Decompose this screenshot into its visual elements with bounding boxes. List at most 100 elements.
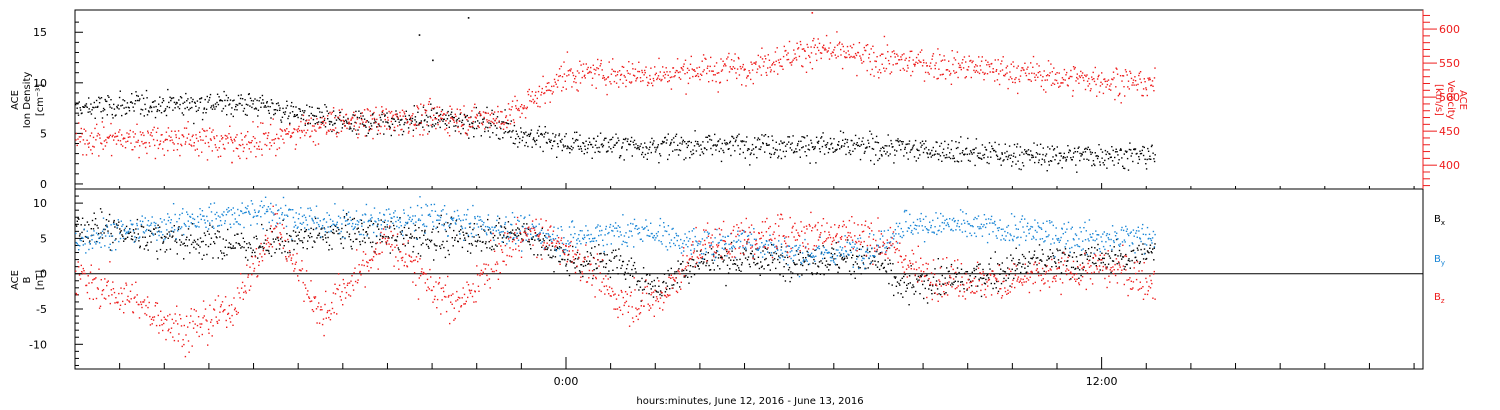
data-point [1052,82,1054,84]
data-point [817,142,819,144]
data-point [227,211,229,213]
data-point [779,149,781,151]
data-point [346,122,348,124]
data-point [993,149,995,152]
data-point [412,245,415,248]
data-point [846,257,848,259]
data-point [545,131,547,134]
data-point [918,59,920,62]
data-point [395,110,397,112]
data-point [720,58,722,60]
data-point [487,218,489,221]
data-point [458,117,460,120]
data-point [245,249,247,252]
data-point [890,71,893,73]
data-point [198,226,200,228]
data-point [1052,156,1054,158]
data-point [937,77,939,80]
data-point [687,82,690,85]
data-point [649,141,652,143]
data-point [763,268,765,270]
data-point [267,132,270,134]
data-point [184,224,186,226]
data-point [643,288,645,291]
data-point [533,254,535,256]
data-point [254,251,256,254]
data-point [125,141,127,143]
data-point [489,136,491,138]
data-point [299,137,302,139]
data-point [621,65,623,68]
data-point [529,132,532,134]
data-point [199,246,201,248]
data-point [826,51,828,53]
data-point [956,160,958,162]
data-point [934,67,936,70]
data-point [677,144,679,146]
data-point [527,240,529,243]
data-point [518,228,520,230]
data-point [1122,167,1125,169]
data-point [1150,251,1152,253]
data-point [317,217,319,219]
data-point [736,68,739,70]
data-point [803,48,805,50]
data-point [1001,69,1004,71]
data-point [94,241,96,243]
data-point [360,233,362,236]
data-point [693,69,695,71]
data-point [1086,80,1089,82]
data-point [1153,160,1156,163]
data-point [92,228,95,230]
data-point [373,207,376,209]
data-point [411,115,413,117]
data-point [622,82,624,84]
data-point [654,151,657,153]
data-point [661,140,664,143]
data-point [347,117,349,120]
data-point [212,104,215,106]
data-point [192,241,194,244]
data-point [290,105,292,107]
data-point [219,100,221,102]
data-point [647,282,649,285]
data-point [75,132,77,135]
data-point [314,144,317,146]
data-point [743,248,746,250]
data-point [422,224,424,226]
data-point [122,235,124,238]
data-point [1018,168,1020,170]
data-point [556,156,558,158]
data-point [491,112,493,114]
data-point [744,68,746,71]
data-point [183,242,185,244]
data-point [1037,76,1039,78]
data-point [959,152,961,155]
data-point [851,257,853,259]
data-point [645,66,647,68]
data-point [798,140,800,143]
data-point [813,148,815,151]
data-point [138,237,140,239]
data-point [551,245,554,247]
data-point [954,272,956,275]
data-point [860,144,862,146]
data-point [385,209,388,211]
data-point [93,230,95,232]
data-point [893,52,896,55]
data-point [704,57,706,60]
data-point [772,139,774,142]
data-point [139,98,141,100]
data-point [755,63,757,65]
data-point [807,263,810,266]
data-point [561,76,564,78]
data-point [815,136,818,138]
data-point [141,109,144,111]
data-point [526,223,528,225]
data-point [961,62,963,64]
data-point [599,261,601,263]
data-point [473,136,475,138]
data-point [329,111,331,114]
data-point [761,134,763,136]
data-point [1086,158,1088,160]
